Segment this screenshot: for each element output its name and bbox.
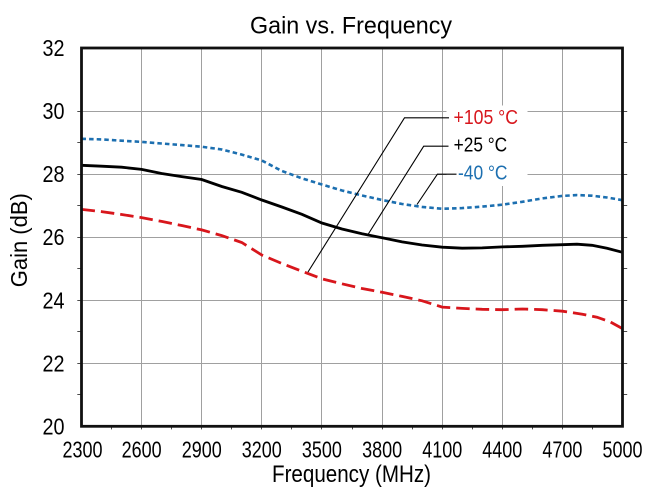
svg-text:3200: 3200 [242, 437, 282, 463]
svg-text:2900: 2900 [182, 437, 222, 463]
svg-text:26: 26 [43, 224, 65, 250]
svg-text:+105 °C: +105 °C [454, 107, 519, 129]
svg-text:Gain vs. Frequency: Gain vs. Frequency [250, 13, 452, 40]
svg-text:3800: 3800 [362, 437, 402, 463]
svg-text:4100: 4100 [422, 437, 462, 463]
svg-text:20: 20 [43, 413, 65, 439]
svg-text:Frequency (MHz): Frequency (MHz) [272, 461, 431, 488]
svg-text:2600: 2600 [122, 437, 162, 463]
svg-text:2300: 2300 [63, 437, 103, 463]
svg-text:4400: 4400 [482, 437, 522, 463]
svg-text:32: 32 [43, 35, 65, 61]
svg-text:28: 28 [43, 161, 65, 187]
svg-text:3500: 3500 [302, 437, 342, 463]
svg-text:+25 °C: +25 °C [454, 134, 508, 156]
svg-text:22: 22 [43, 350, 65, 376]
svg-text:-40 °C: -40 °C [458, 162, 508, 184]
svg-text:30: 30 [43, 98, 65, 124]
svg-text:24: 24 [43, 287, 65, 313]
svg-text:Gain (dB): Gain (dB) [6, 193, 32, 287]
svg-text:4700: 4700 [542, 437, 582, 463]
svg-text:5000: 5000 [603, 437, 643, 463]
